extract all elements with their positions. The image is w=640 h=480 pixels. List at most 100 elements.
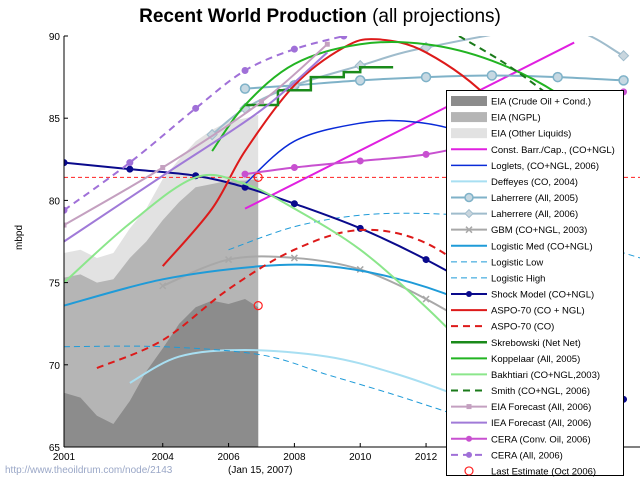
y-tick-label: 90 — [49, 32, 61, 43]
legend-label: Deffeyes (CO, 2004) — [491, 177, 578, 188]
legend-marker — [466, 435, 472, 442]
chart-title: Recent World Production (all projections… — [0, 6, 640, 28]
legend-eia-other-liquids: EIA (Other Liquids) — [451, 128, 571, 140]
legend-iea-forecast-all-2006: IEA Forecast (All, 2006) — [451, 418, 591, 429]
legend-loglets-co-ngl-2006: Loglets, (CO+NGL, 2006) — [451, 161, 599, 172]
legend-laherrere-all-2006: Laherrere (All, 2006) — [451, 208, 578, 220]
legend-swatch — [464, 466, 474, 476]
legend-logistic-high: Logistic High — [451, 273, 545, 284]
legend-label: Shock Model (CO+NGL) — [491, 290, 594, 301]
legend-label: Smith (CO+NGL, 2006) — [491, 386, 590, 397]
legend-eia-ngpl: EIA (NGPL) — [451, 112, 541, 124]
legend-aspo-70-co-ngl: ASPO-70 (CO + NGL) — [451, 306, 585, 317]
series-skrebowski-net-net-line — [245, 65, 394, 107]
legend-label: EIA (Crude Oil + Cond.) — [491, 97, 591, 108]
legend-bakhtiari-co-ngl-2003: Bakhtiari (CO+NGL,2003) — [451, 370, 600, 381]
legend-label: Koppelaar (All, 2005) — [491, 354, 580, 365]
legend-gbm-co-ngl-2003: GBM (CO+NGL, 2003) — [451, 225, 587, 236]
legend-label: Logistic Low — [491, 257, 543, 268]
source-url[interactable]: http://www.theoildrum.com/node/2143 — [5, 465, 173, 476]
series-gbm-co-ngl-2003-marker — [225, 256, 233, 264]
legend-label: Logistic High — [491, 273, 545, 284]
legend-eia-forecast-all-2006: EIA Forecast (All, 2006) — [451, 402, 591, 413]
legend-label: ASPO-70 (CO) — [491, 322, 554, 333]
legend-swatch — [451, 128, 487, 139]
legend-shock-model-co-ngl: Shock Model (CO+NGL) — [451, 290, 594, 301]
series-laherrere-all-2005-marker — [552, 71, 563, 83]
legend-marker — [466, 291, 472, 297]
series-eia-forecast-all-2006-line — [64, 43, 328, 226]
legend-label: CERA (Conv. Oil, 2006) — [491, 434, 591, 445]
series-last-estimate-oct-2006-marker — [253, 172, 263, 182]
legend-marker — [464, 192, 474, 203]
x-tick-label: 2004 — [152, 452, 175, 463]
series-laherrere-all-2005-marker — [618, 75, 629, 86]
legend-label: GBM (CO+NGL, 2003) — [491, 225, 587, 236]
legend-label: IEA Forecast (All, 2006) — [491, 418, 591, 429]
legend-cera-all-2006: CERA (All, 2006) — [451, 450, 563, 461]
legend-label: Bakhtiari (CO+NGL,2003) — [491, 370, 600, 381]
legend-deffeyes-co-2004: Deffeyes (CO, 2004) — [451, 177, 578, 188]
legend-logistic-low: Logistic Low — [451, 257, 543, 268]
series-eia-forecast-all-2006-marker — [258, 99, 264, 105]
y-tick-label: 75 — [49, 279, 61, 290]
series-eia-forecast-all-2006-marker — [324, 41, 330, 47]
legend-eia-crude-oil-cond: EIA (Crude Oil + Cond.) — [451, 96, 591, 108]
series-laherrere-all-2005-marker — [239, 83, 251, 94]
title-sub: (all projections) — [372, 6, 501, 27]
series-cera-conv-oil-2006-marker — [290, 164, 298, 172]
legend-label: CERA (All, 2006) — [491, 450, 563, 461]
series-cera-all-2006-marker — [126, 159, 134, 167]
legend-label: Last Estimate (Oct 2006) — [491, 466, 596, 477]
legend-label: Laherrere (All, 2005) — [491, 193, 578, 204]
legend-label: EIA Forecast (All, 2006) — [491, 402, 591, 413]
series-shock-model-co-ngl-marker — [290, 200, 298, 208]
series-gbm-co-ngl-2003-marker — [159, 282, 167, 290]
legend-aspo-70-co: ASPO-70 (CO) — [451, 322, 554, 333]
legend-label: EIA (NGPL) — [491, 113, 541, 124]
series-laherrere-all-2005-marker — [486, 70, 498, 81]
legend-marker — [466, 451, 472, 458]
legend-marker — [464, 208, 474, 219]
series-shock-model-co-ngl-marker — [422, 256, 430, 264]
x-tick-label: 2012 — [415, 452, 438, 463]
series-cera-conv-oil-2006-marker — [241, 170, 249, 178]
x-tick-label: 2001 — [53, 452, 76, 463]
legend-skrebowski-net-net: Skrebowski (Net Net) — [451, 338, 581, 349]
y-tick-label: 80 — [49, 196, 61, 207]
legend: EIA (Crude Oil + Cond.) EIA (NGPL) EIA (Ot… — [446, 90, 624, 477]
legend-const-barr-cap-co-ngl: Const. Barr./Cap., (CO+NGL) — [451, 145, 615, 156]
legend-label: Loglets, (CO+NGL, 2006) — [491, 161, 599, 172]
series-cera-all-2006-marker — [192, 104, 200, 112]
series-gbm-co-ngl-2003-marker — [290, 254, 298, 262]
series-laherrere-all-2005-marker — [420, 71, 432, 83]
legend-swatch — [451, 112, 487, 123]
legend-label: ASPO-70 (CO + NGL) — [491, 306, 585, 317]
legend-cera-conv-oil-2006: CERA (Conv. Oil, 2006) — [451, 434, 591, 445]
series-laherrere-all-2006-marker — [553, 23, 563, 33]
series-gbm-co-ngl-2003-marker — [422, 295, 430, 303]
source-date: (Jan 15, 2007) — [228, 465, 293, 476]
legend-label: EIA (Other Liquids) — [491, 129, 571, 140]
series-cera-all-2006-marker — [290, 45, 298, 53]
series-cera-all-2006-marker — [340, 36, 348, 40]
series-cera-all-2006-marker — [64, 206, 68, 214]
series-iea-forecast-all-2006-line — [64, 51, 328, 243]
series-last-estimate-oct-2006-marker — [253, 301, 263, 311]
series-smith-co-ngl-2006-line — [458, 36, 559, 103]
legend-entries: EIA (Crude Oil + Cond.) EIA (NGPL) EIA (Ot… — [451, 96, 615, 477]
legend-label: Logistic Med (CO+NGL) — [491, 241, 593, 252]
series-shock-model-co-ngl-marker — [126, 165, 134, 173]
legend-label: Laherrere (All, 2006) — [491, 209, 578, 220]
x-tick-label: 2010 — [349, 452, 372, 463]
legend-logistic-med-co-ngl: Logistic Med (CO+NGL) — [451, 241, 593, 252]
legend-label: Const. Barr./Cap., (CO+NGL) — [491, 145, 615, 156]
legend-label: Skrebowski (Net Net) — [491, 338, 581, 349]
area-eia-crude-oil-cond- — [64, 299, 259, 447]
series-laherrere-all-2005-marker — [354, 75, 366, 86]
y-tick-label: 65 — [49, 443, 61, 454]
legend-last-estimate-oct-2006: Last Estimate (Oct 2006) — [464, 466, 596, 477]
series-const-barr-cap-co-ngl-line — [244, 41, 575, 210]
y-tick-label: 85 — [49, 114, 61, 125]
series-eia-forecast-all-2006-marker — [160, 165, 166, 171]
